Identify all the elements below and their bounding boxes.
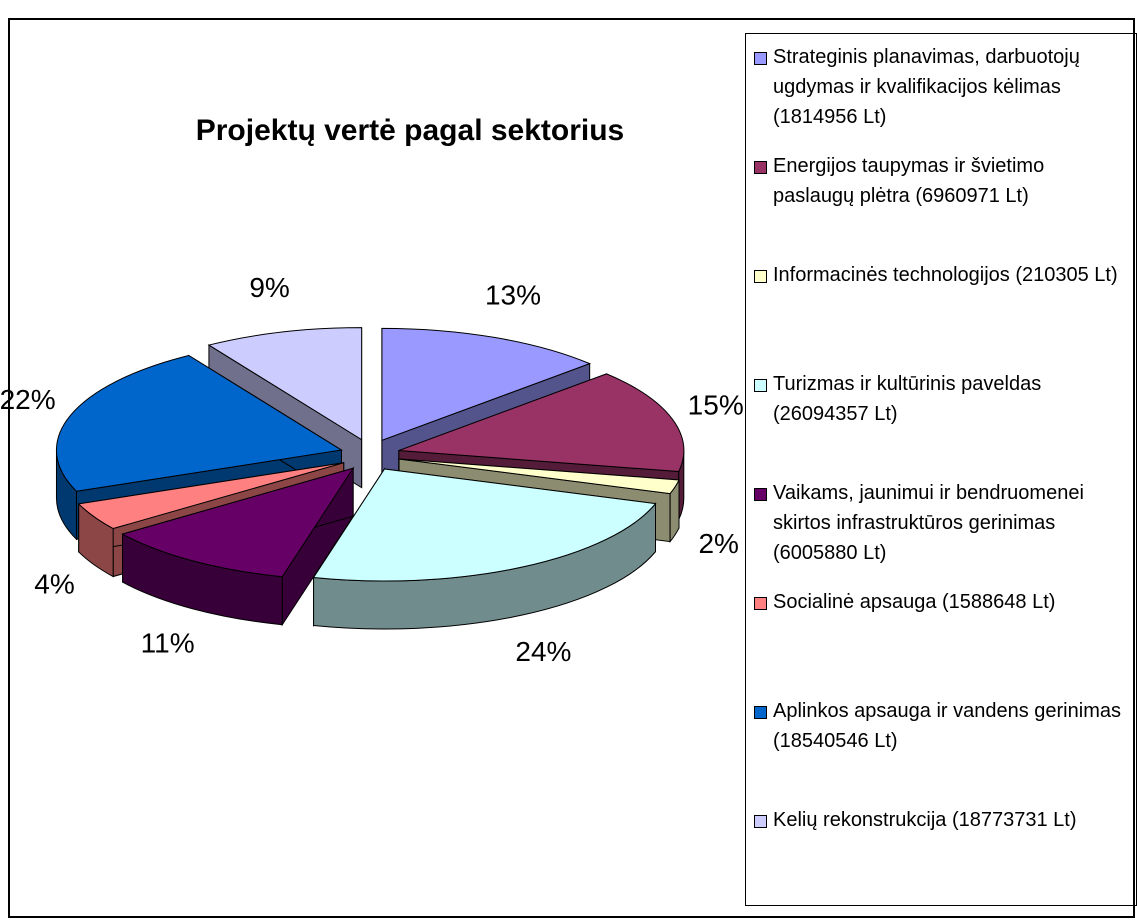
legend-item: Vaikams, jaunimui ir bendruomenei skirto… xyxy=(754,478,1130,587)
slice xyxy=(312,467,657,630)
slice-top xyxy=(207,327,363,441)
legend-swatch xyxy=(754,52,767,65)
chart-title: Projektų vertė pagal sektorius xyxy=(196,114,625,147)
slice-top xyxy=(77,462,344,530)
legend-swatch xyxy=(754,815,767,828)
data-label: 13% xyxy=(485,280,541,311)
legend-item: Energijos taupymas ir švietimo paslaugų … xyxy=(754,151,1130,260)
data-label: 11% xyxy=(141,628,195,659)
legend-swatch xyxy=(754,270,767,283)
slice-top xyxy=(121,467,355,578)
legend-label: Kelių rekonstrukcija (18773731 Lt) xyxy=(773,809,1077,831)
legend: Strateginis planavimas, darbuotojų ugdym… xyxy=(745,33,1137,906)
legend-swatch xyxy=(754,161,767,174)
legend-item: Aplinkos apsauga ir vandens gerinimas (1… xyxy=(754,696,1130,805)
slice-top xyxy=(398,373,685,473)
slice-top xyxy=(381,327,592,442)
data-label: 4% xyxy=(34,568,74,599)
legend-item: Kelių rekonstrukcija (18773731 Lt) xyxy=(754,805,1130,914)
data-label: 22% xyxy=(0,384,56,415)
legend-label: Strateginis planavimas, darbuotojų ugdym… xyxy=(773,46,1080,128)
legend-item: Informacinės technologijos (210305 Lt) xyxy=(754,260,1130,369)
data-label: 15% xyxy=(688,389,744,420)
data-label: 9% xyxy=(249,272,289,303)
slice-top xyxy=(55,354,343,492)
legend-item: Strateginis planavimas, darbuotojų ugdym… xyxy=(754,42,1130,151)
legend-label: Socialinė apsauga (1588648 Lt) xyxy=(773,591,1056,613)
legend-item: Socialinė apsauga (1588648 Lt) xyxy=(754,587,1130,696)
legend-label: Vaikams, jaunimui ir bendruomenei skirto… xyxy=(773,482,1084,564)
legend-item: Turizmas ir kultūrinis paveldas (2609435… xyxy=(754,369,1130,478)
legend-swatch xyxy=(754,597,767,610)
legend-swatch xyxy=(754,379,767,392)
slice-top xyxy=(312,468,657,582)
chart-frame xyxy=(8,18,1135,918)
legend-label: Turizmas ir kultūrinis paveldas (2609435… xyxy=(773,373,1042,425)
slice-top xyxy=(398,458,680,495)
slice xyxy=(121,466,355,627)
data-label: 24% xyxy=(515,636,571,667)
legend-swatch xyxy=(754,706,767,719)
legend-swatch xyxy=(754,488,767,501)
data-label: 2% xyxy=(698,528,738,559)
legend-label: Aplinkos apsauga ir vandens gerinimas (1… xyxy=(773,700,1121,752)
legend-label: Energijos taupymas ir švietimo paslaugų … xyxy=(773,155,1045,207)
legend-label: Informacinės technologijos (210305 Lt) xyxy=(773,264,1118,286)
